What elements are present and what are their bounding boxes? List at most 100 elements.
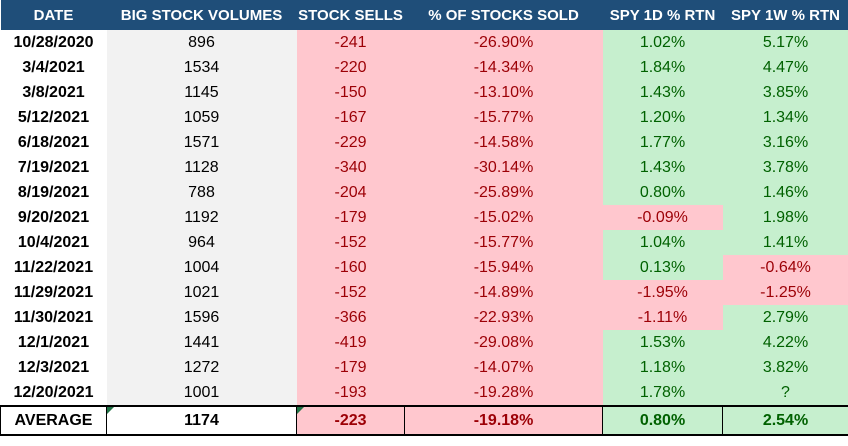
pct-sold-cell[interactable]: -13.10% — [404, 80, 603, 105]
spy-1d-cell[interactable]: 1.53% — [602, 330, 723, 355]
spy-1d-cell[interactable]: 1.78% — [602, 380, 723, 406]
average-spy-1d[interactable]: 0.80% — [602, 405, 723, 436]
spy-1d-cell[interactable]: 1.43% — [602, 80, 723, 105]
spy-1w-cell[interactable]: ? — [722, 380, 848, 406]
spy-1d-cell[interactable]: -0.09% — [602, 205, 723, 230]
spy-1d-cell[interactable]: 1.20% — [602, 105, 723, 130]
volume-cell[interactable]: 1272 — [106, 355, 297, 380]
pct-sold-cell[interactable]: -14.58% — [404, 130, 603, 155]
volume-cell[interactable]: 1128 — [106, 155, 297, 180]
sells-cell[interactable]: -179 — [296, 355, 405, 380]
spy-1w-cell[interactable]: -0.64% — [722, 255, 848, 280]
pct-sold-cell[interactable]: -22.93% — [404, 305, 603, 330]
spy-1d-cell[interactable]: 1.77% — [602, 130, 723, 155]
date-cell[interactable]: 11/30/2021 — [0, 305, 107, 330]
date-cell[interactable]: 12/1/2021 — [0, 330, 107, 355]
date-cell[interactable]: 3/4/2021 — [0, 55, 107, 80]
pct-sold-cell[interactable]: -14.34% — [404, 55, 603, 80]
spy-1w-cell[interactable]: 3.78% — [722, 155, 848, 180]
spy-1w-cell[interactable]: -1.25% — [722, 280, 848, 305]
date-cell[interactable]: 6/18/2021 — [0, 130, 107, 155]
spy-1d-cell[interactable]: 1.43% — [602, 155, 723, 180]
date-cell[interactable]: 10/28/2020 — [0, 30, 107, 55]
date-cell[interactable]: 3/8/2021 — [0, 80, 107, 105]
spy-1d-cell[interactable]: 1.04% — [602, 230, 723, 255]
date-cell[interactable]: 11/22/2021 — [0, 255, 107, 280]
sells-cell[interactable]: -167 — [296, 105, 405, 130]
spy-1w-cell[interactable]: 1.98% — [722, 205, 848, 230]
spy-1d-cell[interactable]: 1.84% — [602, 55, 723, 80]
spy-1w-cell[interactable]: 2.79% — [722, 305, 848, 330]
sells-cell[interactable]: -152 — [296, 230, 405, 255]
date-cell[interactable]: 12/20/2021 — [0, 380, 107, 406]
sells-cell[interactable]: -160 — [296, 255, 405, 280]
pct-sold-cell[interactable]: -15.02% — [404, 205, 603, 230]
volume-cell[interactable]: 1004 — [106, 255, 297, 280]
spy-1w-cell[interactable]: 1.34% — [722, 105, 848, 130]
spy-1d-cell[interactable]: 0.13% — [602, 255, 723, 280]
header-pct-stocks-sold[interactable]: % OF STOCKS SOLD — [404, 0, 603, 30]
average-volume-cell[interactable]: 1174 — [106, 405, 297, 436]
spy-1w-cell[interactable]: 3.82% — [722, 355, 848, 380]
sells-cell[interactable]: -204 — [296, 180, 405, 205]
average-sells-cell[interactable]: -223 — [296, 405, 405, 436]
pct-sold-cell[interactable]: -29.08% — [404, 330, 603, 355]
spy-1d-cell[interactable]: 1.02% — [602, 30, 723, 55]
volume-cell[interactable]: 1534 — [106, 55, 297, 80]
average-pct-sold[interactable]: -19.18% — [404, 405, 603, 436]
spy-1d-cell[interactable]: 1.18% — [602, 355, 723, 380]
pct-sold-cell[interactable]: -19.28% — [404, 380, 603, 406]
date-cell[interactable]: 7/19/2021 — [0, 155, 107, 180]
volume-cell[interactable]: 1596 — [106, 305, 297, 330]
header-date[interactable]: DATE — [0, 0, 107, 30]
spy-1w-cell[interactable]: 4.22% — [722, 330, 848, 355]
pct-sold-cell[interactable]: -25.89% — [404, 180, 603, 205]
header-spy-1d-rtn[interactable]: SPY 1D % RTN — [602, 0, 723, 30]
volume-cell[interactable]: 1441 — [106, 330, 297, 355]
sells-cell[interactable]: -241 — [296, 30, 405, 55]
sells-cell[interactable]: -150 — [296, 80, 405, 105]
sells-cell[interactable]: -419 — [296, 330, 405, 355]
volume-cell[interactable]: 1571 — [106, 130, 297, 155]
date-cell[interactable]: 5/12/2021 — [0, 105, 107, 130]
date-cell[interactable]: 8/19/2021 — [0, 180, 107, 205]
volume-cell[interactable]: 1192 — [106, 205, 297, 230]
header-spy-1w-rtn[interactable]: SPY 1W % RTN — [722, 0, 848, 30]
header-stock-sells[interactable]: STOCK SELLS — [296, 0, 405, 30]
volume-cell[interactable]: 788 — [106, 180, 297, 205]
volume-cell[interactable]: 1145 — [106, 80, 297, 105]
pct-sold-cell[interactable]: -14.07% — [404, 355, 603, 380]
spy-1d-cell[interactable]: -1.95% — [602, 280, 723, 305]
pct-sold-cell[interactable]: -30.14% — [404, 155, 603, 180]
date-cell[interactable]: 9/20/2021 — [0, 205, 107, 230]
spy-1w-cell[interactable]: 1.46% — [722, 180, 848, 205]
spy-1w-cell[interactable]: 4.47% — [722, 55, 848, 80]
sells-cell[interactable]: -152 — [296, 280, 405, 305]
sells-cell[interactable]: -229 — [296, 130, 405, 155]
spy-1d-cell[interactable]: -1.11% — [602, 305, 723, 330]
sells-cell[interactable]: -193 — [296, 380, 405, 406]
pct-sold-cell[interactable]: -15.77% — [404, 230, 603, 255]
spy-1w-cell[interactable]: 3.85% — [722, 80, 848, 105]
pct-sold-cell[interactable]: -26.90% — [404, 30, 603, 55]
sells-cell[interactable]: -340 — [296, 155, 405, 180]
sells-cell[interactable]: -179 — [296, 205, 405, 230]
header-big-stock-volumes[interactable]: BIG STOCK VOLUMES — [106, 0, 297, 30]
spy-1w-cell[interactable]: 3.16% — [722, 130, 848, 155]
pct-sold-cell[interactable]: -14.89% — [404, 280, 603, 305]
volume-cell[interactable]: 964 — [106, 230, 297, 255]
volume-cell[interactable]: 1001 — [106, 380, 297, 406]
spy-1w-cell[interactable]: 5.17% — [722, 30, 848, 55]
volume-cell[interactable]: 1059 — [106, 105, 297, 130]
average-spy-1w[interactable]: 2.54% — [722, 405, 848, 436]
volume-cell[interactable]: 896 — [106, 30, 297, 55]
spy-1d-cell[interactable]: 0.80% — [602, 180, 723, 205]
volume-cell[interactable]: 1021 — [106, 280, 297, 305]
sells-cell[interactable]: -220 — [296, 55, 405, 80]
spy-1w-cell[interactable]: 1.41% — [722, 230, 848, 255]
pct-sold-cell[interactable]: -15.77% — [404, 105, 603, 130]
date-cell[interactable]: 12/3/2021 — [0, 355, 107, 380]
pct-sold-cell[interactable]: -15.94% — [404, 255, 603, 280]
sells-cell[interactable]: -366 — [296, 305, 405, 330]
date-cell[interactable]: 10/4/2021 — [0, 230, 107, 255]
